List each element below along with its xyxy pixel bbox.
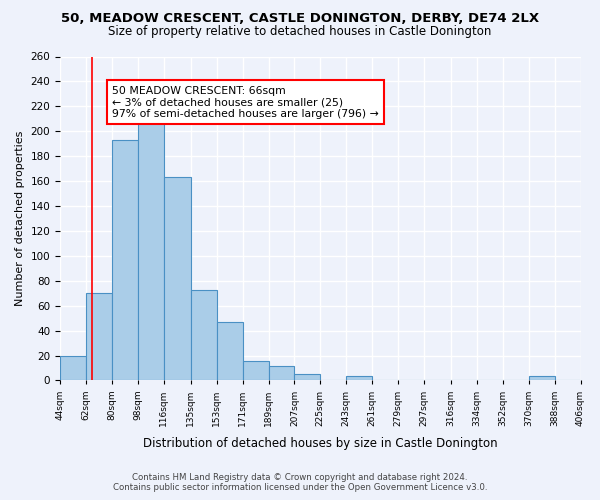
Text: Size of property relative to detached houses in Castle Donington: Size of property relative to detached ho… — [109, 25, 491, 38]
Bar — [295, 374, 320, 380]
Text: Contains HM Land Registry data © Crown copyright and database right 2024.
Contai: Contains HM Land Registry data © Crown c… — [113, 473, 487, 492]
Bar — [60, 356, 86, 380]
Bar — [346, 376, 372, 380]
Bar — [529, 376, 554, 380]
X-axis label: Distribution of detached houses by size in Castle Donington: Distribution of detached houses by size … — [143, 437, 497, 450]
Bar — [269, 366, 295, 380]
Bar — [242, 360, 269, 380]
Bar — [86, 294, 112, 380]
Bar — [137, 112, 164, 380]
Y-axis label: Number of detached properties: Number of detached properties — [15, 131, 25, 306]
Text: 50 MEADOW CRESCENT: 66sqm
← 3% of detached houses are smaller (25)
97% of semi-d: 50 MEADOW CRESCENT: 66sqm ← 3% of detach… — [112, 86, 379, 119]
Bar — [191, 290, 217, 380]
Text: 50, MEADOW CRESCENT, CASTLE DONINGTON, DERBY, DE74 2LX: 50, MEADOW CRESCENT, CASTLE DONINGTON, D… — [61, 12, 539, 24]
Bar — [164, 178, 191, 380]
Bar — [112, 140, 137, 380]
Bar — [217, 322, 242, 380]
